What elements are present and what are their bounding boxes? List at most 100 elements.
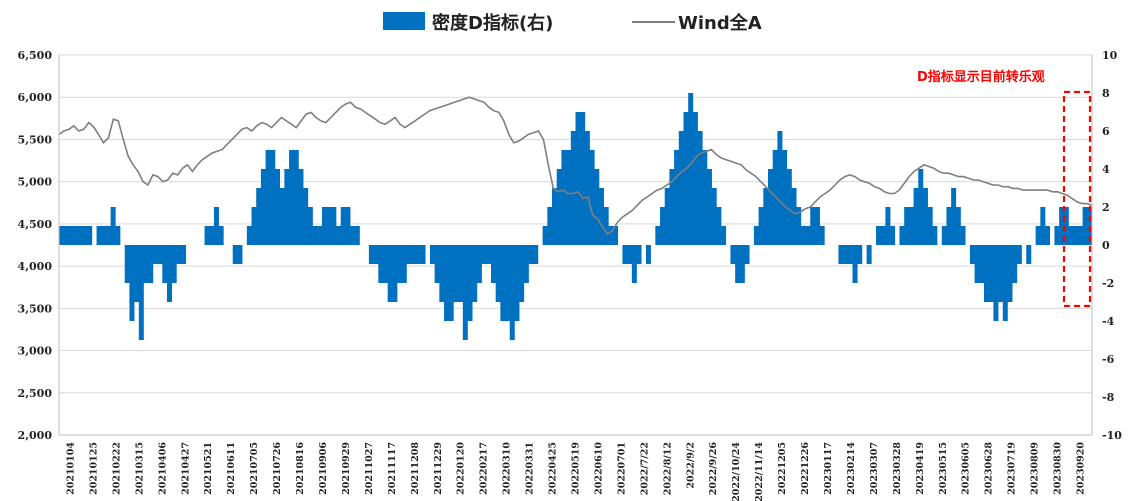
right-tick-label: 4 <box>1102 163 1110 176</box>
density-d-bar <box>467 245 473 321</box>
density-d-bar <box>476 245 482 283</box>
x-tick-label: 20230719 <box>1007 442 1018 495</box>
density-d-bar <box>289 150 295 245</box>
density-d-bar <box>124 245 130 283</box>
density-d-bar <box>274 169 280 245</box>
density-d-bar <box>293 150 299 245</box>
legend-swatch-density-d <box>383 12 425 30</box>
x-tick-label: 20210705 <box>249 442 260 495</box>
x-tick-label: 20230605 <box>961 442 972 495</box>
right-axis: -10 -8 -6 -4 -2 0 2 4 6 8 10 <box>1102 49 1122 442</box>
density-d-bar <box>171 245 177 283</box>
density-d-bar <box>490 245 496 283</box>
density-d-bar <box>552 188 558 245</box>
density-d-bar <box>697 131 703 245</box>
density-d-bar <box>110 207 116 245</box>
density-d-bar <box>68 226 74 245</box>
density-d-bar <box>758 207 764 245</box>
density-d-bar <box>1082 207 1088 245</box>
x-tick-label: 20220701 <box>616 442 627 495</box>
density-d-bar <box>411 245 417 264</box>
right-tick-label: -10 <box>1102 429 1122 442</box>
density-d-bar <box>674 150 680 245</box>
density-d-bar <box>317 226 323 245</box>
density-d-bar <box>331 207 337 245</box>
density-d-bar <box>843 245 849 264</box>
density-d-bar <box>918 169 924 245</box>
density-d-bar <box>1016 245 1022 264</box>
density-d-bar <box>1007 245 1013 302</box>
x-tick-label: 20220120 <box>456 442 467 495</box>
density-d-bar <box>866 245 872 264</box>
density-d-bar <box>256 188 262 245</box>
x-tick-label: 20211229 <box>433 442 444 495</box>
x-tick-label: 20220610 <box>594 442 605 495</box>
density-d-bar <box>645 245 651 264</box>
density-d-bar <box>303 188 309 245</box>
density-d-bar <box>922 188 928 245</box>
density-d-bar <box>500 245 506 321</box>
x-tick-label: 2022/9/2 <box>685 442 696 489</box>
density-d-bar <box>181 245 187 264</box>
density-d-bar <box>899 226 905 245</box>
right-tick-label: 2 <box>1102 201 1110 214</box>
density-d-bar <box>1054 226 1060 245</box>
density-d-bar <box>382 245 388 283</box>
density-d-bar <box>1045 226 1051 245</box>
density-d-bar <box>566 150 572 245</box>
density-d-bar <box>368 245 374 264</box>
density-d-bar <box>613 226 619 245</box>
density-d-bar <box>739 245 745 283</box>
left-tick-label: 6,000 <box>18 91 53 104</box>
density-d-bar <box>152 245 158 264</box>
density-d-bar <box>533 245 539 264</box>
density-d-bar <box>472 245 478 302</box>
density-d-bar <box>814 207 820 245</box>
density-d-bar <box>73 226 79 245</box>
density-d-bar <box>1073 226 1079 245</box>
density-d-bar <box>927 207 933 245</box>
density-d-bar <box>857 245 863 264</box>
density-d-bar <box>631 245 637 283</box>
left-tick-label: 3,500 <box>18 302 53 315</box>
x-tick-label: 20221226 <box>800 442 811 495</box>
density-d-bar <box>890 226 896 245</box>
density-d-bar <box>434 245 440 283</box>
density-d-bar <box>655 226 661 245</box>
density-d-bar <box>969 245 975 264</box>
density-d-bar <box>448 245 454 321</box>
density-d-bar <box>406 245 412 264</box>
x-tick-label: 20220331 <box>525 442 536 495</box>
density-d-bar <box>852 245 858 283</box>
density-d-bar <box>528 245 534 264</box>
density-d-bar <box>664 188 670 245</box>
x-tick-label: 20210222 <box>111 442 122 495</box>
density-d-bar <box>495 245 501 302</box>
x-tick-label: 20230920 <box>1076 442 1087 495</box>
density-d-bar <box>547 207 553 245</box>
x-tick-label: 20220310 <box>502 442 513 495</box>
density-d-bar <box>730 245 736 264</box>
density-d-bar <box>998 245 1004 302</box>
density-d-bar <box>439 245 445 302</box>
x-tick-label: 20210125 <box>88 442 99 495</box>
x-tick-label: 20220519 <box>571 442 582 495</box>
x-tick-label: 20230515 <box>938 442 949 495</box>
left-tick-label: 2,500 <box>18 387 53 400</box>
density-d-bar <box>598 188 604 245</box>
density-d-bar <box>326 207 332 245</box>
density-d-bar <box>819 226 825 245</box>
density-d-bar <box>946 207 952 245</box>
density-d-bar <box>298 169 304 245</box>
right-tick-label: -2 <box>1102 277 1114 290</box>
right-tick-label: 0 <box>1102 239 1110 252</box>
density-d-bar <box>702 150 708 245</box>
density-d-bar <box>791 188 797 245</box>
density-d-bar <box>378 245 384 283</box>
density-d-bar <box>209 226 215 245</box>
x-tick-label: 20230419 <box>915 442 926 495</box>
density-d-bar <box>218 226 224 245</box>
density-d-bar <box>246 226 252 245</box>
right-tick-label: 6 <box>1102 125 1110 138</box>
